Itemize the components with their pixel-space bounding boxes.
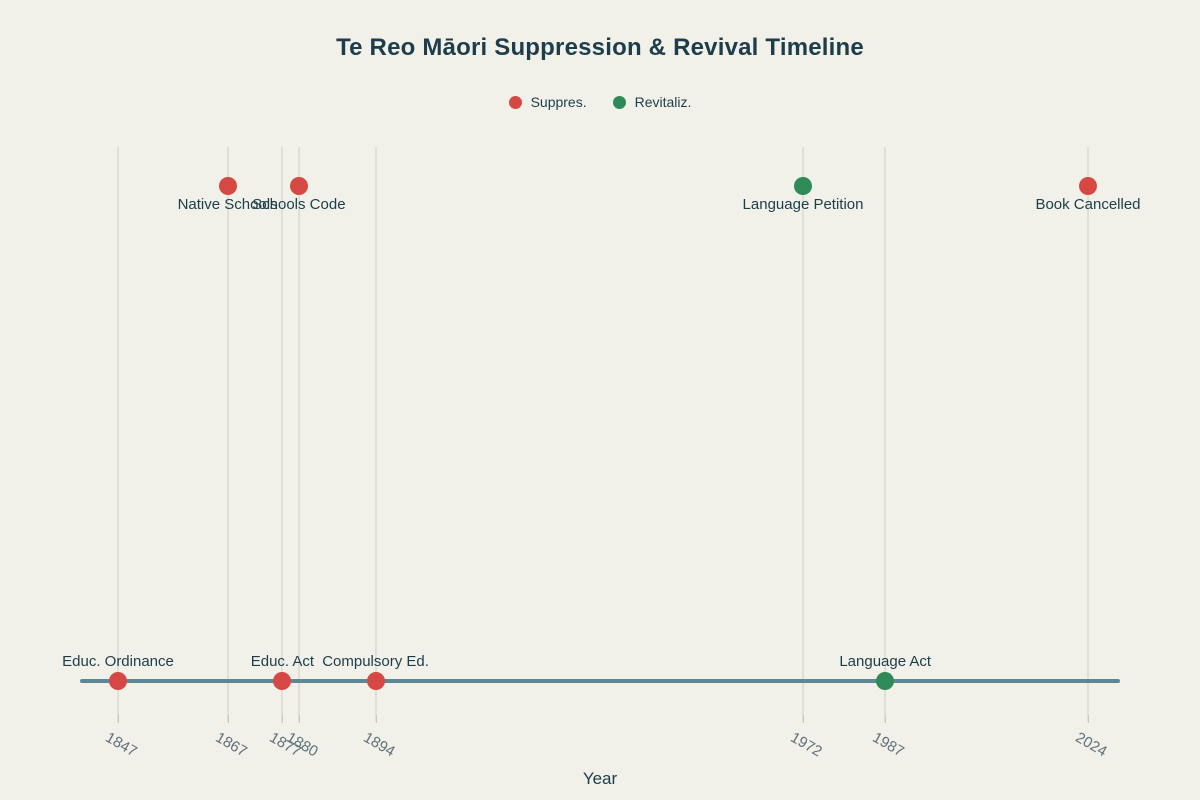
event-marker-native-schools[interactable] bbox=[218, 177, 237, 195]
gridline-1880 bbox=[297, 147, 300, 722]
x-axis-title: Year bbox=[582, 769, 618, 788]
timeline-baseline bbox=[80, 679, 1120, 683]
event-marker-compulsory-ed[interactable] bbox=[366, 672, 385, 690]
x-tick-label-1847: 1847 bbox=[102, 729, 140, 761]
gridline-1894 bbox=[374, 147, 377, 722]
event-marker-schools-code[interactable] bbox=[289, 177, 308, 195]
event-label-educ-ordinance: Educ. Ordinance bbox=[62, 653, 174, 670]
legend-swatch-icon bbox=[508, 95, 522, 109]
x-tick-label-1972: 1972 bbox=[787, 729, 825, 761]
x-tick-1880 bbox=[298, 715, 300, 723]
x-tick-1847 bbox=[118, 715, 119, 723]
gridline-1847 bbox=[117, 147, 119, 722]
event-marker-language-act[interactable] bbox=[876, 672, 895, 690]
event-label-compulsory-ed: Compulsory Ed. bbox=[322, 653, 429, 670]
gridline-1972 bbox=[802, 147, 805, 722]
x-tick-1894 bbox=[375, 715, 377, 723]
chart-title: Te Reo Māori Suppression & Revival Timel… bbox=[336, 34, 864, 61]
event-marker-educ-ordinance[interactable] bbox=[109, 672, 127, 690]
event-label-educ-act: Educ. Act bbox=[250, 653, 315, 670]
legend-item-suppression[interactable]: Suppres. bbox=[508, 94, 587, 110]
legend-swatch-icon bbox=[612, 95, 626, 109]
legend-item-revitalization[interactable]: Revitaliz. bbox=[612, 94, 692, 110]
x-tick-1987 bbox=[885, 715, 887, 723]
x-tick-1877 bbox=[282, 715, 284, 723]
event-marker-language-petition[interactable] bbox=[794, 177, 813, 195]
x-tick-1972 bbox=[803, 715, 805, 723]
legend-label: Suppres. bbox=[530, 94, 587, 110]
x-tick-label-2024: 2024 bbox=[1072, 729, 1110, 761]
legend-label: Revitaliz. bbox=[634, 94, 692, 110]
x-tick-1867 bbox=[227, 715, 229, 723]
x-tick-label-1867: 1867 bbox=[212, 729, 250, 761]
legend: Suppres. Revitaliz. bbox=[0, 91, 1200, 113]
event-label-language-act: Language Act bbox=[839, 653, 932, 670]
gridline-1867 bbox=[226, 147, 229, 722]
event-marker-book-cancelled[interactable] bbox=[1079, 177, 1097, 195]
x-tick-2024 bbox=[1088, 715, 1089, 723]
event-label-schools-code: Schools Code bbox=[252, 196, 346, 213]
x-tick-label-1894: 1894 bbox=[360, 729, 398, 761]
event-label-language-petition: Language Petition bbox=[742, 196, 864, 213]
gridline-1877 bbox=[281, 147, 284, 722]
gridline-2024 bbox=[1087, 147, 1089, 722]
event-label-book-cancelled: Book Cancelled bbox=[1035, 196, 1141, 213]
gridline-1987 bbox=[884, 147, 887, 722]
event-label-native-schools: Native Schools bbox=[177, 196, 278, 213]
x-tick-label-1987: 1987 bbox=[869, 729, 908, 761]
event-marker-educ-act[interactable] bbox=[273, 672, 292, 690]
